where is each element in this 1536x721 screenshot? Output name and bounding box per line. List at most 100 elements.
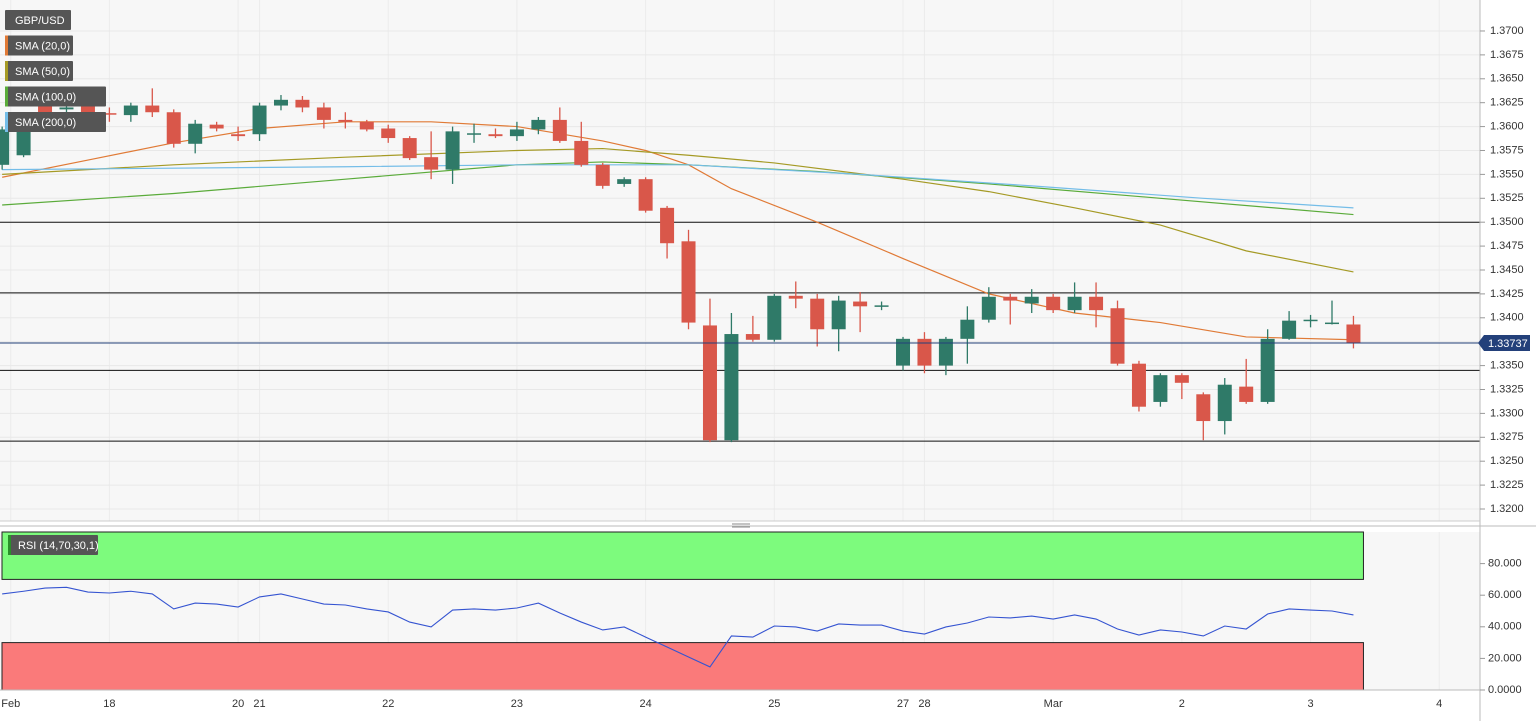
y-tick-label: 1.3625 xyxy=(1490,97,1524,109)
sma-line xyxy=(2,161,1354,216)
candle-body xyxy=(1346,324,1361,343)
legend-entry: GBP/USD xyxy=(5,10,71,30)
candle-body xyxy=(231,134,246,137)
candle-body xyxy=(1174,375,1189,383)
y-tick-label: 1.3350 xyxy=(1490,360,1524,372)
candle-body xyxy=(1239,386,1254,402)
legend-entry: SMA (20,0) xyxy=(5,35,73,56)
x-tick-label: 25 xyxy=(768,698,780,710)
y-tick-label: 1.3250 xyxy=(1490,455,1524,467)
y-tick-label: 1.3275 xyxy=(1490,431,1524,443)
y-tick-label: 1.3700 xyxy=(1490,25,1524,37)
y-tick-label: 1.3300 xyxy=(1490,407,1524,419)
candle-body xyxy=(488,134,503,137)
y-tick-label: 1.3425 xyxy=(1490,288,1524,300)
candle-body xyxy=(552,119,567,141)
candle-body xyxy=(1003,296,1018,301)
last-price-label: 1.33737 xyxy=(1488,338,1528,350)
candle-body xyxy=(123,105,138,116)
sma-line xyxy=(2,121,1354,341)
candle-body xyxy=(273,99,288,106)
candle-body xyxy=(1110,308,1125,364)
y-tick-label: 20.000 xyxy=(1488,652,1522,664)
candle-body xyxy=(252,105,267,135)
y-tick-label: 0.0000 xyxy=(1488,684,1522,696)
candle-body xyxy=(574,140,589,165)
candle-body xyxy=(1067,296,1082,311)
x-tick-label: 24 xyxy=(639,698,651,710)
legend-box xyxy=(5,35,73,56)
y-tick-label: 1.3450 xyxy=(1490,264,1524,276)
candle-body xyxy=(166,112,181,144)
main-plot-bg xyxy=(0,0,1480,521)
candle-body xyxy=(810,298,825,330)
legend-label: SMA (20,0) xyxy=(15,40,70,52)
candle-body xyxy=(767,295,782,340)
legend-swatch xyxy=(5,61,8,81)
candle-body xyxy=(424,157,439,170)
x-tick-label: 3 xyxy=(1307,698,1313,710)
candle-body xyxy=(831,300,846,330)
candle-body xyxy=(1131,363,1146,407)
legend-swatch xyxy=(5,86,8,107)
candle-body xyxy=(316,107,331,120)
legend-swatch xyxy=(8,535,11,555)
candle-body xyxy=(1303,319,1318,322)
legend-label: SMA (200,0) xyxy=(15,117,76,129)
candle-body xyxy=(638,179,653,211)
legend-box xyxy=(5,86,106,107)
x-tick-label: 21 xyxy=(253,698,265,710)
legend-box xyxy=(5,61,73,81)
sma-line xyxy=(2,164,1354,209)
last-price-tag xyxy=(1478,334,1530,351)
y-tick-label: 1.3550 xyxy=(1490,168,1524,180)
candle-body xyxy=(1325,322,1339,325)
legend-box xyxy=(5,112,106,132)
candle-body xyxy=(681,241,696,323)
candle-body xyxy=(917,338,932,366)
y-tick-label: 1.3525 xyxy=(1490,192,1524,204)
candle-body xyxy=(381,128,396,139)
candle-body xyxy=(660,207,675,244)
x-tick-label: 4 xyxy=(1436,698,1442,710)
candle-body xyxy=(617,179,632,184)
candle-body xyxy=(359,121,374,130)
splitter-grip[interactable] xyxy=(732,523,750,528)
y-tick-label: 1.3600 xyxy=(1490,120,1524,132)
candle-body xyxy=(1217,384,1232,422)
legend-label: SMA (50,0) xyxy=(15,66,70,78)
legend-swatch xyxy=(5,112,8,132)
legend-entry: RSI (14,70,30,1) xyxy=(8,535,99,555)
candle-body xyxy=(402,138,417,159)
y-tick-label: 1.3225 xyxy=(1490,479,1524,491)
candle-body xyxy=(338,119,353,122)
x-tick-label: 28 xyxy=(918,698,930,710)
y-tick-label: 1.3400 xyxy=(1490,312,1524,324)
x-tick-label: Mar xyxy=(1044,698,1063,710)
y-tick-label: 1.3325 xyxy=(1490,383,1524,395)
candle-body xyxy=(1260,338,1275,402)
y-tick-label: 1.3200 xyxy=(1490,503,1524,515)
legend-entry: SMA (100,0) xyxy=(5,86,106,107)
candle-body xyxy=(724,334,739,441)
y-tick-label: 1.3500 xyxy=(1490,216,1524,228)
x-tick-label: 23 xyxy=(511,698,523,710)
x-tick-label: 2 xyxy=(1179,698,1185,710)
candle-body xyxy=(1024,296,1039,304)
rsi-line xyxy=(2,586,1354,668)
candle-body xyxy=(188,123,203,144)
legend-label: RSI (14,70,30,1) xyxy=(18,540,99,552)
candle-body xyxy=(445,131,460,170)
x-tick-label: 22 xyxy=(382,698,394,710)
candle-body xyxy=(702,325,717,441)
candle-body xyxy=(38,105,53,113)
candle-body xyxy=(1153,375,1168,402)
candle-body xyxy=(1196,394,1211,422)
legend-box xyxy=(8,535,98,555)
candle-body xyxy=(295,99,310,108)
legend-label: GBP/USD xyxy=(15,15,65,27)
candle-body xyxy=(981,296,996,320)
legend-entry: SMA (200,0) xyxy=(5,112,106,132)
candle-body xyxy=(896,338,911,366)
